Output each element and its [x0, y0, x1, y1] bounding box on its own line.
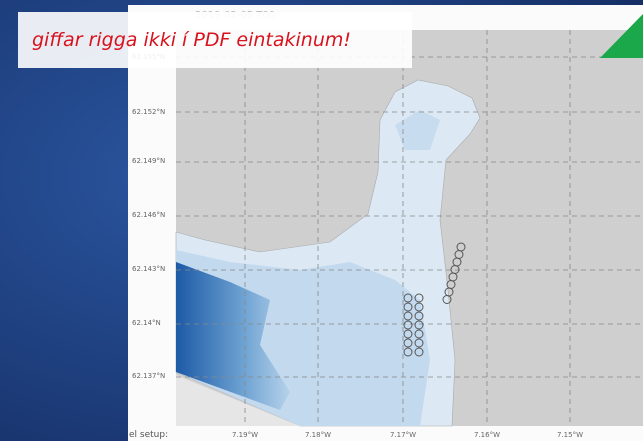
cage [414, 347, 424, 357]
cage [403, 302, 413, 312]
lat-label: 62.146°N [132, 211, 165, 219]
map: 2019-02-05 T00 62.155°N62.152°N62.149°N6… [128, 5, 643, 441]
cage [414, 293, 424, 303]
banner-text: giffar rigga ikki í PDF eintakinum! [32, 29, 351, 51]
cage [442, 295, 452, 304]
cage [403, 347, 413, 357]
water-deep [176, 262, 290, 410]
lon-label: 7.15°W [557, 431, 583, 439]
lat-label: 62.152°N [132, 108, 165, 116]
cage [414, 311, 424, 321]
lat-label: 62.149°N [132, 157, 165, 165]
cage [403, 311, 413, 321]
lat-label: 62.14°N [132, 319, 161, 327]
cage [414, 320, 424, 330]
cage [414, 302, 424, 312]
lat-label: 62.143°N [132, 265, 165, 273]
logo-triangle [600, 14, 643, 58]
lat-label: 62.137°N [132, 372, 165, 380]
farm-cages [403, 242, 466, 357]
footer-fragment: el setup: [129, 430, 168, 440]
lon-label: 7.17°W [390, 431, 416, 439]
lon-label: 7.19°W [232, 431, 258, 439]
cage [403, 320, 413, 330]
land-contours [176, 375, 300, 426]
cage [414, 329, 424, 339]
cage [403, 338, 413, 348]
lon-label: 7.18°W [305, 431, 331, 439]
basin [395, 110, 440, 150]
banner-box [18, 12, 412, 68]
cage [403, 293, 413, 303]
cage [403, 329, 413, 339]
lon-label: 7.16°W [474, 431, 500, 439]
graticule [176, 30, 643, 426]
lon-labels: 7.19°W 7.18°W 7.17°W 7.16°W 7.15°W [232, 431, 583, 439]
cage [414, 338, 424, 348]
